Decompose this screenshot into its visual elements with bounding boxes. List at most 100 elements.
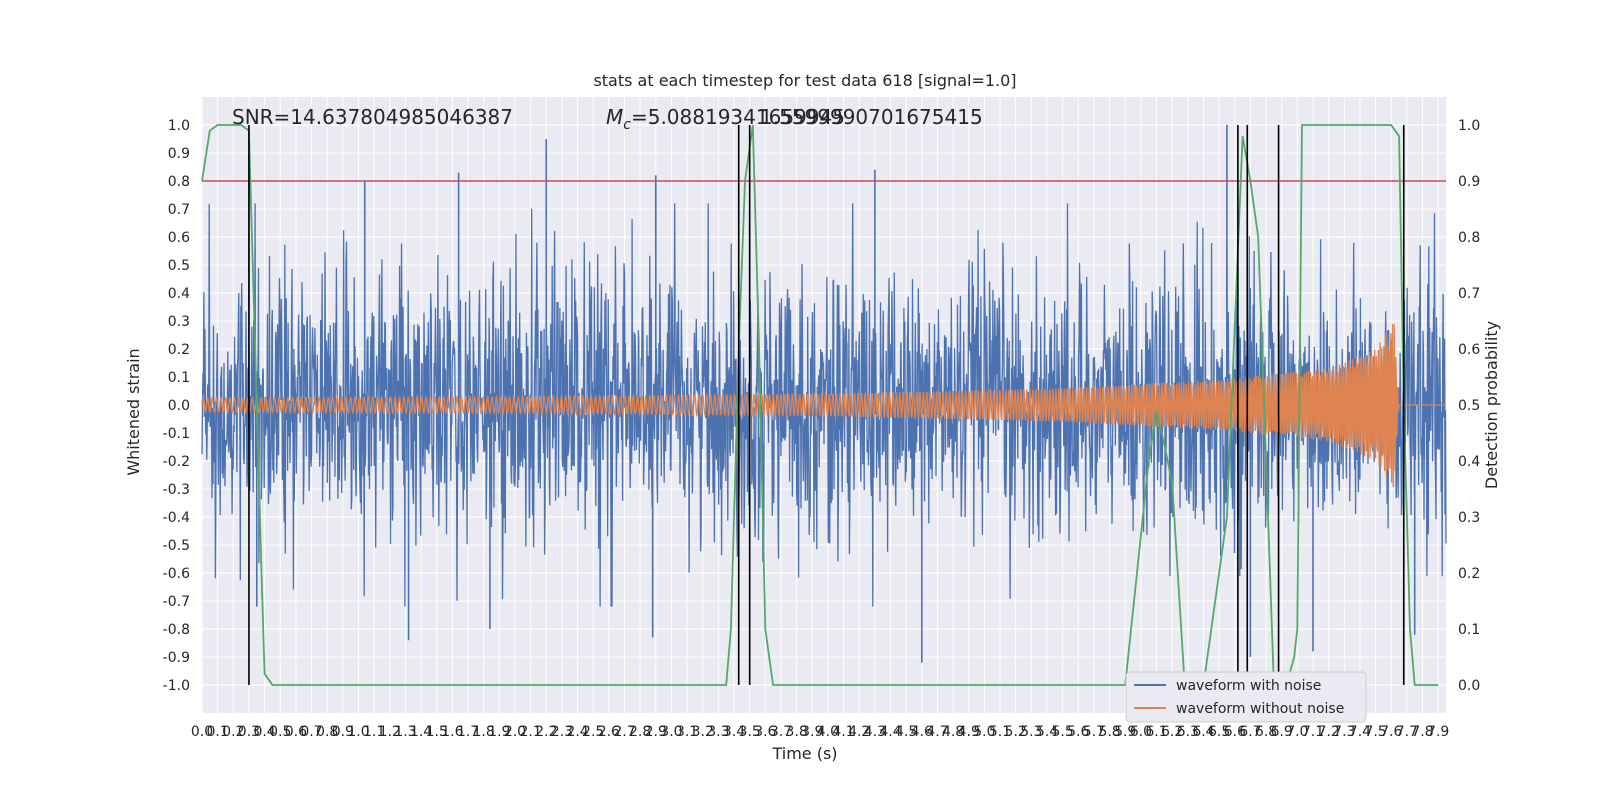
y-tick-label: 0.0 [168, 398, 190, 414]
x-tick-label: 6.1 [1145, 724, 1167, 740]
x-tick-label: 1.3 [394, 724, 416, 740]
x-tick-label: 5.3 [1020, 724, 1042, 740]
legend: waveform with noise waveform without noi… [1125, 671, 1367, 723]
y-right-tick-label: 0.9 [1458, 174, 1480, 190]
x-tick-label: 7.2 [1318, 724, 1340, 740]
y-tick-label: -0.5 [163, 538, 190, 554]
y-right-axis-label: Detection probability [1482, 321, 1501, 489]
y-tick-label: -0.7 [163, 594, 190, 610]
y-tick-label: -0.1 [163, 426, 190, 442]
x-tick-label: 4.3 [864, 724, 886, 740]
x-tick-label: 1.7 [457, 724, 479, 740]
y-right-tick-label: 0.7 [1458, 286, 1480, 302]
x-tick-label: 0.2 [222, 724, 244, 740]
x-tick-label: 4.9 [958, 724, 980, 740]
y-right-tick-label: 0.4 [1458, 454, 1480, 470]
x-tick-label: 0.0 [191, 724, 213, 740]
x-tick-label: 0.1 [207, 724, 229, 740]
x-tick-label: 2.3 [551, 724, 573, 740]
y-tick-label: 0.1 [168, 370, 190, 386]
x-tick-label: 1.5 [426, 724, 448, 740]
y-right-tick-label: 0.0 [1458, 678, 1480, 694]
y-right-tick-labels: 1.0 0.9 0.8 0.7 0.6 0.5 0.4 0.3 0.2 0.1 0.0 [1458, 118, 1480, 694]
x-tick-label: 3.3 [707, 724, 729, 740]
x-tick-label: 5.4 [1036, 724, 1058, 740]
y-right-tick-label: 0.6 [1458, 342, 1480, 358]
x-tick-label: 1.1 [363, 724, 385, 740]
x-tick-labels: 0.00.10.20.30.40.50.60.70.80.91.01.11.21… [191, 724, 1449, 740]
x-tick-label: 4.4 [879, 724, 901, 740]
legend-label-noise: waveform with noise [1176, 678, 1321, 694]
x-tick-label: 4.8 [942, 724, 964, 740]
x-tick-label: 1.4 [410, 724, 432, 740]
mc-symbol: M [606, 105, 623, 129]
x-tick-label: 5.5 [1051, 724, 1073, 740]
y-tick-label: 0.4 [168, 286, 190, 302]
x-tick-label: 0.7 [300, 724, 322, 740]
x-axis-label: Time (s) [771, 744, 837, 763]
x-tick-label: 5.1 [989, 724, 1011, 740]
x-tick-label: 7.4 [1349, 724, 1371, 740]
chirp-line [201, 323, 1446, 488]
x-tick-label: 2.2 [535, 724, 557, 740]
x-tick-label: 1.0 [347, 724, 369, 740]
x-tick-label: 7.1 [1302, 724, 1324, 740]
x-tick-label: 3.8 [785, 724, 807, 740]
chirp-series [201, 323, 1446, 488]
y-tick-label: -0.6 [163, 566, 190, 582]
y-tick-label: -0.8 [163, 622, 190, 638]
x-tick-label: 0.5 [269, 724, 291, 740]
x-tick-label: 7.5 [1364, 724, 1386, 740]
mc-subscript: c [623, 117, 631, 133]
y-tick-label: -1.0 [163, 678, 190, 694]
y-right-tick-label: 0.1 [1458, 622, 1480, 638]
probability-line [201, 124, 1439, 686]
x-tick-label: 6.6 [1224, 724, 1246, 740]
x-tick-label: 7.3 [1333, 724, 1355, 740]
y-tick-labels: 1.0 0.9 0.8 0.7 0.6 0.5 0.4 0.3 0.2 0.1 0.0 -0.1 -0.… [163, 118, 190, 694]
y-tick-label: -0.3 [163, 482, 190, 498]
y-tick-label: 0.3 [168, 314, 190, 330]
x-tick-label: 6.0 [1130, 724, 1152, 740]
x-tick-label: 5.9 [1114, 724, 1136, 740]
mc-annotation: Mc=5.08819341659945 [606, 105, 845, 133]
x-tick-label: 7.7 [1396, 724, 1418, 740]
snr-annotation: SNR=14.637804985046387 [232, 105, 513, 129]
chart-title: stats at each timestep for test data 618… [593, 71, 1016, 90]
x-tick-label: 6.7 [1239, 724, 1261, 740]
y-tick-label: 0.9 [168, 146, 190, 162]
x-tick-label: 2.4 [566, 724, 588, 740]
x-tick-label: 3.9 [801, 724, 823, 740]
x-tick-label: 5.0 [973, 724, 995, 740]
x-tick-label: 1.6 [441, 724, 463, 740]
x-tick-label: 2.8 [629, 724, 651, 740]
x-tick-label: 3.1 [676, 724, 698, 740]
x-tick-label: 5.7 [1083, 724, 1105, 740]
x-tick-label: 0.8 [316, 724, 338, 740]
y-tick-label: 0.2 [168, 342, 190, 358]
x-tick-label: 3.2 [692, 724, 714, 740]
x-tick-label: 2.5 [582, 724, 604, 740]
y-right-tick-label: 1.0 [1458, 118, 1480, 134]
x-tick-label: 6.9 [1271, 724, 1293, 740]
x-tick-label: 0.9 [332, 724, 354, 740]
y-right-tick-label: 0.8 [1458, 230, 1480, 246]
x-tick-label: 3.5 [739, 724, 761, 740]
x-tick-label: 2.6 [598, 724, 620, 740]
legend-label-clean: waveform without noise [1176, 701, 1344, 717]
x-tick-label: 2.9 [645, 724, 667, 740]
x-tick-label: 5.2 [1005, 724, 1027, 740]
x-tick-label: 3.7 [770, 724, 792, 740]
x-tick-label: 5.8 [1098, 724, 1120, 740]
vertical-markers [248, 125, 1405, 685]
x-tick-label: 3.4 [723, 724, 745, 740]
y-tick-label: -0.9 [163, 650, 190, 666]
x-tick-label: 3.6 [754, 724, 776, 740]
x-tick-label: 4.7 [926, 724, 948, 740]
x-tick-label: 5.6 [1067, 724, 1089, 740]
x-tick-label: 7.6 [1380, 724, 1402, 740]
x-tick-label: 4.2 [848, 724, 870, 740]
x-tick-label: 7.9 [1427, 724, 1449, 740]
y-right-tick-label: 0.5 [1458, 398, 1480, 414]
